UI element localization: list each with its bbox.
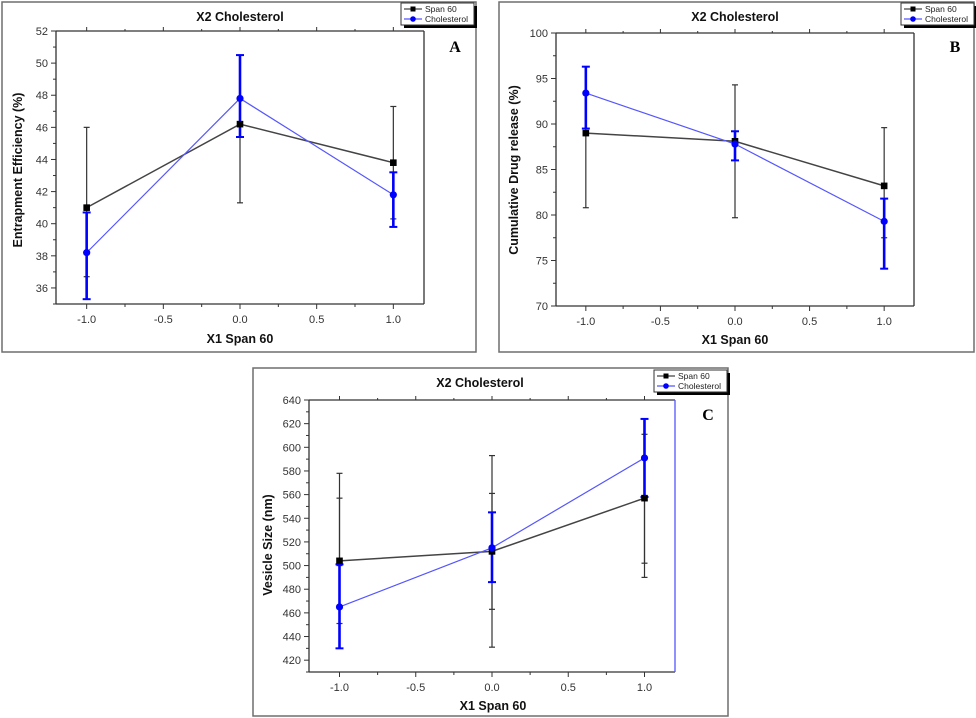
panel-a-xtick-label: -1.0 <box>77 314 96 326</box>
panel-c-xlabel: X1 Span 60 <box>460 699 527 713</box>
panel-c-span-60-point <box>641 494 648 502</box>
panel-b-legend-span-60-label: Span 60 <box>925 4 957 14</box>
panel-a-ytick-label: 48 <box>36 90 48 102</box>
panel-b-legend-cholesterol-label: Cholesterol <box>925 14 968 24</box>
panel-a-legend-cholesterol-swatch-marker <box>410 16 416 22</box>
panel-a-cholesterol-point <box>389 191 397 199</box>
panel-a-ytick-label: 40 <box>36 219 48 231</box>
panel-c-marks <box>335 417 649 650</box>
panel-c-ytick-label: 540 <box>283 513 301 525</box>
panel-b-cholesterol-point <box>582 89 590 97</box>
panel-b-xlabel: X1 Span 60 <box>702 333 769 347</box>
panel-a-ytick-label: 36 <box>36 283 48 295</box>
panel-a-xtick-label: 0.5 <box>309 314 324 326</box>
panel-c-axes: -1.0 -0.5 0.0 0.5 1.0 420 440 460 480 500 520 540 56… <box>283 395 676 694</box>
panel-b-ytick-label: 100 <box>530 28 548 40</box>
panel-b-ytick-label: 95 <box>536 74 548 86</box>
panel-a-xtick-label: 1.0 <box>386 314 401 326</box>
panel-c-xtick-label: 0.0 <box>484 682 499 694</box>
panel-c-letter: C <box>702 407 714 424</box>
panel-c-legend-span-60-swatch-marker <box>663 373 669 379</box>
panel-b-xtick-label: -1.0 <box>576 316 595 328</box>
panel-a-xtick-label: -0.5 <box>154 314 173 326</box>
panel-b-ylabel: Cumulative Drug release (%) <box>507 85 521 255</box>
panel-b-xtick-label: 0.5 <box>802 316 817 328</box>
panel-b-frame <box>498 1 975 353</box>
panel-a-title: X2 Cholesterol <box>196 10 284 24</box>
panel-b-cholesterol-point <box>731 140 739 148</box>
panel-c-title: X2 Cholesterol <box>436 376 524 390</box>
panel-c-ytick-label: 420 <box>283 655 301 667</box>
panel-b-ytick-label: 90 <box>536 119 548 131</box>
panel-b-xtick-label: 1.0 <box>877 316 892 328</box>
panel-a: X2 Cholesterol X1 Span 60 Entrapment Eff… <box>1 1 477 353</box>
panel-c-ytick-label: 480 <box>283 584 301 596</box>
panel-b-marks <box>581 65 889 270</box>
panel-b-span-60-point <box>582 129 590 137</box>
panel-c-cholesterol-point <box>488 544 496 552</box>
panel-c-legend-cholesterol-label: Cholesterol <box>678 381 721 391</box>
panel-c-ytick-label: 560 <box>283 490 301 502</box>
panel-a-ytick-label: 38 <box>36 251 48 263</box>
panel-b-xtick-label: -0.5 <box>651 316 670 328</box>
panel-a-cholesterol-point <box>236 94 244 103</box>
panel-c: X2 Cholesterol X1 Span 60 Vesicle Size (… <box>252 367 730 717</box>
panel-b-letter: B <box>950 39 961 56</box>
panel-c-xtick-label: 1.0 <box>637 682 652 694</box>
panel-c-ytick-label: 460 <box>283 608 301 620</box>
panel-a-ytick-label: 50 <box>36 58 48 70</box>
panel-a-xlabel: X1 Span 60 <box>207 332 274 346</box>
panel-c-ytick-label: 580 <box>283 466 301 478</box>
panel-b-axes: -1.0 -0.5 0.0 0.5 1.0 70 75 80 85 90 95 100 <box>530 28 915 328</box>
panel-b-cholesterol-point <box>880 217 888 225</box>
panel-a-legend-cholesterol-label: Cholesterol <box>425 14 468 24</box>
panel-a-ytick-label: 44 <box>36 154 48 166</box>
panel-b-legend-cholesterol-swatch-marker <box>910 16 916 22</box>
panel-b-ytick-label: 80 <box>536 210 548 222</box>
panel-b-span-60-point <box>880 182 888 190</box>
panel-c-xtick-label: 0.5 <box>561 682 576 694</box>
panel-b-xtick-label: 0.0 <box>727 316 742 328</box>
panel-a-letter: A <box>449 39 461 56</box>
panel-a-ytick-label: 42 <box>36 187 48 199</box>
panel-c-ytick-label: 620 <box>283 419 301 431</box>
panel-a-legend-span-60-label: Span 60 <box>425 4 457 14</box>
panel-c-xtick-label: -1.0 <box>330 682 349 694</box>
panel-b-ytick-label: 75 <box>536 256 548 268</box>
panel-c-ylabel: Vesicle Size (nm) <box>261 494 275 595</box>
panel-a-cholesterol-point <box>83 249 91 257</box>
panel-c-ytick-label: 440 <box>283 632 301 644</box>
panel-b-ytick-label: 70 <box>536 301 548 313</box>
panel-c-span-60-point <box>336 557 343 565</box>
panel-a-span-60-point <box>236 120 244 128</box>
panel-a-span-60-point <box>83 204 90 211</box>
panel-c-ytick-label: 600 <box>283 442 301 454</box>
panel-c-ytick-label: 520 <box>283 537 301 549</box>
panel-a-span-60-point <box>390 159 397 166</box>
panel-b-title: X2 Cholesterol <box>691 10 779 24</box>
panel-c-xtick-label: -0.5 <box>406 682 425 694</box>
panel-a-legend-span-60-swatch-marker <box>410 6 416 12</box>
panel-b: X2 Cholesterol X1 Span 60 Cumulative Dru… <box>498 1 976 353</box>
panel-c-legend-cholesterol-swatch-marker <box>663 383 669 389</box>
panel-a-ylabel: Entrapment Efficiency (%) <box>11 93 25 248</box>
panel-a-ytick-label: 46 <box>36 122 48 134</box>
panel-a-ytick-label: 52 <box>36 26 48 38</box>
panel-c-frame <box>252 367 729 717</box>
panel-a-marks <box>82 54 398 301</box>
panel-c-cholesterol-point <box>640 454 649 462</box>
panel-c-cholesterol-point <box>335 603 344 611</box>
panel-c-ytick-label: 640 <box>283 395 301 407</box>
panel-a-axes: -1.0 -0.5 0.0 0.5 1.0 36 38 40 42 44 46 48 50 52 <box>36 26 425 326</box>
panel-b-legend-span-60-swatch-marker <box>910 6 916 12</box>
panel-a-xtick-label: 0.0 <box>232 314 247 326</box>
panel-b-ytick-label: 85 <box>536 165 548 177</box>
panel-c-legend-span-60-label: Span 60 <box>678 371 710 381</box>
panel-c-ytick-label: 500 <box>283 561 301 573</box>
